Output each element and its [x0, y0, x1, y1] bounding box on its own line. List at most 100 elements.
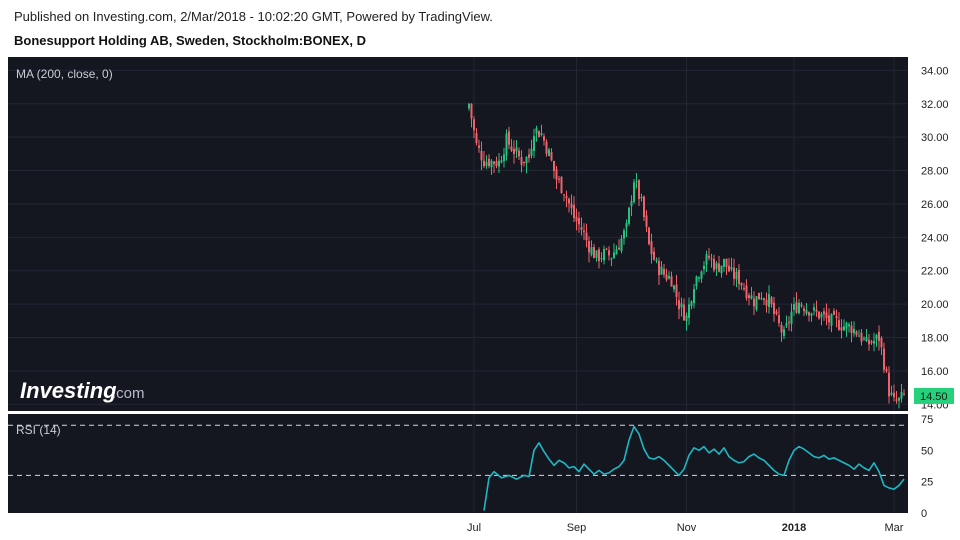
candle-body	[665, 274, 668, 280]
candle-body	[528, 154, 530, 158]
candle-body	[773, 302, 775, 315]
candle-body	[558, 178, 560, 180]
candle-body	[735, 271, 738, 280]
candle-body	[678, 300, 680, 310]
candle-body	[600, 258, 603, 260]
price-tick-label: 34.00	[921, 65, 949, 77]
candle-body	[800, 304, 803, 307]
candle-body	[620, 238, 623, 252]
candle-body	[693, 289, 695, 304]
candle-body	[653, 251, 655, 260]
candle-body	[648, 227, 650, 245]
candle-body	[538, 131, 540, 138]
candle-body	[738, 269, 740, 285]
candle-body	[583, 230, 585, 233]
candle-body	[813, 307, 815, 311]
candle-body	[880, 338, 883, 348]
last-price-value: 14.50	[920, 391, 948, 403]
price-tick-label: 24.00	[921, 232, 949, 244]
candle-body	[490, 160, 493, 168]
candle-body	[830, 314, 833, 326]
price-tick-label: 32.00	[921, 99, 949, 111]
candle-body	[888, 372, 890, 397]
candle-body	[560, 176, 563, 194]
candle-body	[853, 328, 855, 334]
candle-body	[795, 302, 798, 313]
candle-body	[820, 313, 823, 318]
candle-body	[513, 148, 515, 154]
candle-body	[718, 263, 720, 272]
candle-body	[715, 263, 718, 269]
candle-body	[608, 250, 610, 256]
candle-body	[713, 259, 715, 270]
candle-body	[545, 141, 548, 154]
candle-body	[675, 284, 678, 297]
candle-body	[518, 150, 520, 157]
candle-body	[748, 295, 750, 299]
published-line: Published on Investing.com, 2/Mar/2018 -…	[14, 9, 493, 24]
candle-body	[775, 311, 778, 314]
candle-body	[525, 157, 528, 164]
rsi-tick-label: 75	[921, 414, 933, 426]
candle-body	[788, 321, 790, 323]
candle-body	[835, 316, 838, 319]
candle-body	[593, 247, 595, 258]
time-tick-label: 2018	[782, 522, 806, 534]
candle-body	[790, 311, 793, 324]
time-tick-label: Jul	[467, 522, 481, 534]
candle-body	[785, 323, 788, 326]
candle-body	[640, 197, 643, 199]
candle-body	[658, 260, 660, 276]
candle-body	[710, 258, 713, 260]
candle-body	[623, 230, 625, 239]
candle-body	[860, 332, 863, 342]
grid	[8, 57, 908, 513]
rsi-tick-label: 25	[921, 477, 933, 489]
candle-body	[765, 299, 768, 306]
last-price-tag: 14.50	[914, 387, 954, 404]
candle-body	[708, 255, 710, 258]
watermark-brand: Investing	[20, 378, 117, 403]
price-tick-label: 20.00	[921, 299, 949, 311]
candle-body	[848, 324, 850, 327]
candle-body	[580, 227, 583, 230]
candle-body	[673, 285, 675, 290]
candle-body	[770, 297, 773, 305]
candle-body	[755, 296, 758, 310]
price-tick-label: 18.00	[921, 333, 949, 345]
candle-body	[858, 335, 860, 337]
candle-body	[778, 315, 780, 324]
ma-indicator-label: MA (200, close, 0)	[16, 67, 113, 81]
candle-body	[523, 161, 525, 163]
candle-body	[753, 298, 755, 307]
candle-body	[868, 339, 870, 345]
candle-body	[733, 267, 735, 279]
candle-body	[478, 145, 480, 148]
candle-body	[505, 133, 508, 156]
candle-body	[723, 259, 725, 267]
instrument-title: Bonesupport Holding AB, Sweden, Stockhol…	[14, 33, 366, 48]
candle-body	[480, 150, 483, 161]
candle-body	[548, 149, 550, 157]
candle-body	[818, 311, 820, 319]
candle-body	[793, 304, 795, 310]
candle-body	[488, 158, 490, 167]
candle-body	[833, 310, 835, 315]
price-tick-label: 30.00	[921, 132, 949, 144]
candle-body	[625, 223, 628, 228]
price-axis: 34.00 32.00 30.00 28.00 26.00 24.00 22.00 20.00…	[921, 65, 949, 411]
candle-body	[598, 249, 600, 262]
candle-body	[863, 338, 865, 340]
candle-body	[903, 393, 905, 395]
candle-body	[618, 247, 620, 250]
watermark-suffix: .com	[112, 385, 145, 402]
candle-body	[825, 312, 828, 319]
candle-body	[750, 295, 753, 299]
candle-body	[728, 265, 730, 272]
price-tick-label: 28.00	[921, 166, 949, 178]
candle-body	[840, 327, 843, 331]
candle-body	[698, 277, 700, 279]
candle-body	[575, 216, 578, 222]
candle-body	[628, 207, 630, 224]
